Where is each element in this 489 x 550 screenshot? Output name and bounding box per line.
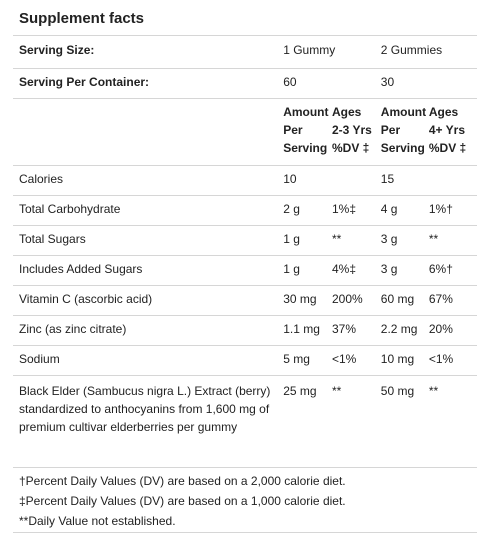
header-amount-b: Amount Per Serving (380, 98, 429, 166)
nutrient-dv-a: 1%‡ (331, 195, 381, 226)
bottom-divider (13, 532, 477, 533)
nutrient-amount-b: 50 mg (380, 375, 429, 480)
nutrient-row: Zinc (as zinc citrate) 1.1 mg 37% 2.2 mg… (13, 315, 477, 346)
nutrient-amount-b: 2.2 mg (380, 315, 429, 346)
nutrient-amount-a: 5 mg (283, 345, 332, 376)
serving-size-row: Serving Size: 1 Gummy 2 Gummies (13, 35, 477, 69)
nutrient-row: Sodium 5 mg <1% 10 mg <1% (13, 345, 477, 376)
supplement-facts-panel: Supplement facts Serving Size: 1 Gummy 2… (7, 0, 477, 540)
serving-size-label: Serving Size: (13, 35, 284, 69)
nutrient-dv-a: <1% (331, 345, 381, 376)
nutrient-dv-b: 1%† (428, 195, 477, 226)
nutrient-dv-b: 67% (428, 285, 477, 316)
nutrient-dv-b: 6%† (428, 255, 477, 286)
nutrient-dv-b: 20% (428, 315, 477, 346)
nutrient-name: Sodium (13, 345, 284, 376)
serving-size-a: 1 Gummy (283, 35, 381, 69)
nutrient-dv-b: ** (428, 225, 477, 256)
nutrient-name: Calories (13, 165, 284, 196)
nutrient-name: Vitamin C (ascorbic acid) (13, 285, 284, 316)
nutrient-amount-a: 10 (283, 165, 332, 196)
nutrient-name: Black Elder (Sambucus nigra L.) Extract … (13, 375, 284, 480)
nutrient-amount-a: 25 mg (283, 375, 332, 480)
servings-per-container-row: Serving Per Container: 60 30 (13, 68, 477, 99)
nutrient-amount-a: 1.1 mg (283, 315, 332, 346)
nutrient-dv-a (331, 165, 381, 196)
header-dv-a: Ages 2-3 Yrs %DV ‡ (331, 98, 381, 166)
footnote-not-established: **Daily Value not established. (19, 514, 176, 528)
nutrient-row: Vitamin C (ascorbic acid) 30 mg 200% 60 … (13, 285, 477, 316)
nutrient-amount-b: 3 g (380, 225, 429, 256)
nutrient-dv-a: ** (331, 225, 381, 256)
nutrient-amount-b: 15 (380, 165, 429, 196)
footnote-double-dagger: ‡Percent Daily Values (DV) are based on … (19, 494, 346, 508)
nutrient-dv-b: ** (428, 375, 477, 480)
nutrient-name: Total Carbohydrate (13, 195, 284, 226)
supplement-facts-table: Serving Size: 1 Gummy 2 Gummies Serving … (13, 35, 477, 480)
nutrient-dv-a: 200% (331, 285, 381, 316)
footnotes: †Percent Daily Values (DV) are based on … (13, 467, 477, 531)
nutrient-amount-a: 2 g (283, 195, 332, 226)
nutrient-dv-b: <1% (428, 345, 477, 376)
nutrient-row: Calories 10 15 (13, 165, 477, 196)
panel-title: Supplement facts (19, 10, 145, 27)
nutrient-amount-b: 4 g (380, 195, 429, 226)
nutrient-amount-a: 30 mg (283, 285, 332, 316)
nutrient-name: Total Sugars (13, 225, 284, 256)
servings-per-container-label: Serving Per Container: (13, 68, 284, 99)
nutrient-dv-a: 37% (331, 315, 381, 346)
nutrient-amount-b: 60 mg (380, 285, 429, 316)
nutrient-amount-a: 1 g (283, 255, 332, 286)
nutrient-dv-b (428, 165, 477, 196)
nutrient-amount-a: 1 g (283, 225, 332, 256)
nutrient-amount-b: 3 g (380, 255, 429, 286)
footnote-dagger: †Percent Daily Values (DV) are based on … (19, 474, 346, 488)
nutrient-row: Total Carbohydrate 2 g 1%‡ 4 g 1%† (13, 195, 477, 226)
nutrient-row: Black Elder (Sambucus nigra L.) Extract … (13, 375, 477, 480)
nutrient-dv-a: ** (331, 375, 381, 480)
nutrient-row: Total Sugars 1 g ** 3 g ** (13, 225, 477, 256)
servings-per-container-a: 60 (283, 68, 381, 99)
nutrient-name: Includes Added Sugars (13, 255, 284, 286)
nutrient-amount-b: 10 mg (380, 345, 429, 376)
servings-per-container-b: 30 (380, 68, 477, 99)
nutrient-row: Includes Added Sugars 1 g 4%‡ 3 g 6%† (13, 255, 477, 286)
nutrient-name: Zinc (as zinc citrate) (13, 315, 284, 346)
header-amount-a: Amount Per Serving (283, 98, 332, 166)
nutrient-dv-a: 4%‡ (331, 255, 381, 286)
header-blank (13, 98, 284, 166)
column-header-row: Amount Per Serving Ages 2-3 Yrs %DV ‡ Am… (13, 98, 477, 166)
header-dv-b: Ages 4+ Yrs %DV ‡ (428, 98, 477, 166)
serving-size-b: 2 Gummies (380, 35, 477, 69)
